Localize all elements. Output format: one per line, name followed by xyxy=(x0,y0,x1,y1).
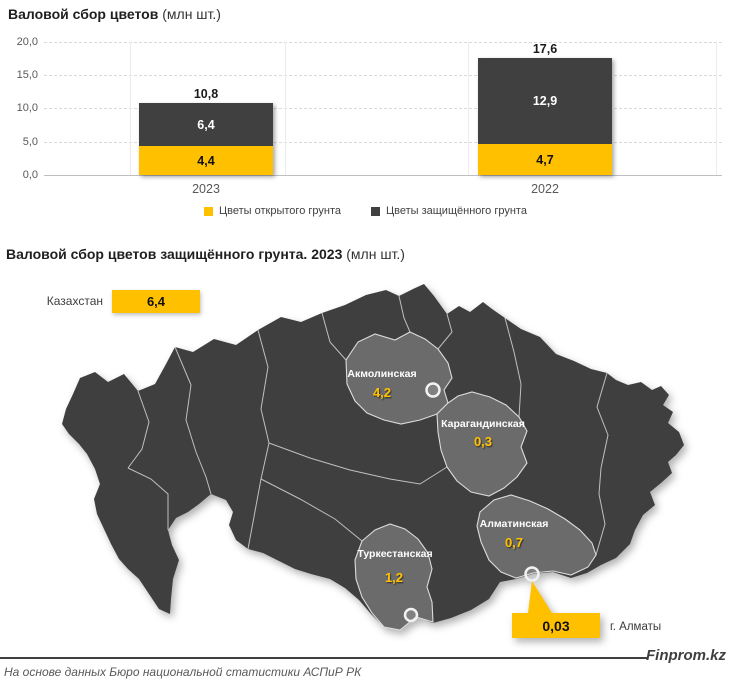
finprom-logo: Finprom.kz xyxy=(645,647,726,664)
almaty-region-value: 0,7 xyxy=(505,535,523,550)
region-karaganda xyxy=(436,391,528,497)
almaty-callout: 0,03 xyxy=(512,581,600,638)
y-tick-0: 0,0 xyxy=(22,169,38,181)
gridline-20 xyxy=(44,42,722,43)
turkestan-value: 1,2 xyxy=(385,570,403,585)
x-tick-2022: 2022 xyxy=(531,182,559,196)
legend-swatch-dark xyxy=(370,206,380,216)
karaganda-name: Карагандинская xyxy=(441,418,525,430)
shymkent-marker-icon xyxy=(403,607,419,623)
bar-chart-title-main: Валовой сбор цветов xyxy=(8,6,159,22)
callout-box xyxy=(512,613,600,638)
vertical-gridline-2 xyxy=(285,42,286,175)
map-title-units: (млн шт.) xyxy=(342,246,405,262)
legend-label-protected-ground: Цветы защищённого грунта xyxy=(385,205,527,217)
bar-chart-title-units: (млн шт.) xyxy=(158,6,221,22)
bar-2022-open-segment: 4,7 xyxy=(478,144,612,175)
vertical-gridline-1 xyxy=(130,42,131,175)
akmola-name: Акмолинская xyxy=(347,368,416,380)
vertical-gridline-3 xyxy=(468,42,469,175)
gridline-5 xyxy=(44,142,722,143)
gridline-10 xyxy=(44,108,722,109)
bar-2023: 6,4 4,4 xyxy=(139,103,273,175)
y-tick-15: 15,0 xyxy=(16,69,38,81)
almaty-region-name: Алматинская xyxy=(480,518,549,530)
legend: Цветы открытого грунта Цветы защищённого… xyxy=(0,205,731,217)
almaty-city-label: г. Алматы xyxy=(610,621,661,633)
y-tick-5: 5,0 xyxy=(22,136,38,148)
bar-2022-total-label: 17,6 xyxy=(532,42,558,56)
almaty-marker-icon xyxy=(524,566,540,582)
source-note: На основе данных Бюро национальной стати… xyxy=(4,665,362,679)
bar-chart-title: Валовой сбор цветов (млн шт.) xyxy=(8,6,221,22)
bar-2023-open-segment: 4,4 xyxy=(139,146,273,175)
bar-2022-protected-segment: 12,9 xyxy=(478,58,612,144)
bar-2023-total-label: 10,8 xyxy=(193,87,219,101)
y-tick-10: 10,0 xyxy=(16,102,38,114)
region-labels: Акмолинская 4,2 Карагандинская 0,3 Алмат… xyxy=(347,368,661,633)
footer-divider xyxy=(0,657,648,659)
legend-label-open-ground: Цветы открытого грунта xyxy=(219,205,341,217)
karaganda-value: 0,3 xyxy=(474,434,492,449)
country-label: Казахстан xyxy=(46,294,103,308)
highlighted-regions xyxy=(345,331,597,631)
legend-item-protected-ground: Цветы защищённого грунта xyxy=(370,205,527,217)
kazakhstan-map: 0,03 Акмолинская 4,2 Карагандинская 0,3 … xyxy=(62,284,684,638)
gridline-15 xyxy=(44,75,722,76)
x-axis-line xyxy=(44,175,722,176)
turkestan-name: Туркестанская xyxy=(357,548,432,560)
region-akmola xyxy=(345,331,453,425)
map-title-main: Валовой сбор цветов защищённого грунта. … xyxy=(6,246,343,262)
legend-swatch-yellow xyxy=(204,206,214,216)
bar-2022: 12,9 4,7 xyxy=(478,58,612,175)
almaty-city-value: 0,03 xyxy=(542,618,569,634)
region-borders xyxy=(127,295,609,556)
region-almaty xyxy=(476,494,597,579)
callout-pointer xyxy=(528,581,552,613)
city-markers xyxy=(403,382,540,623)
country-value-box: 6,4 xyxy=(112,290,200,313)
x-tick-2023: 2023 xyxy=(192,182,220,196)
akmola-value: 4,2 xyxy=(373,385,391,400)
map-title: Валовой сбор цветов защищённого грунта. … xyxy=(6,246,405,262)
region-turkestan xyxy=(354,523,434,631)
y-tick-20: 20,0 xyxy=(16,36,38,48)
bar-2023-protected-segment: 6,4 xyxy=(139,103,273,146)
astana-marker-icon xyxy=(425,382,441,398)
vertical-gridline-4 xyxy=(716,42,717,175)
legend-item-open-ground: Цветы открытого грунта xyxy=(204,205,341,217)
